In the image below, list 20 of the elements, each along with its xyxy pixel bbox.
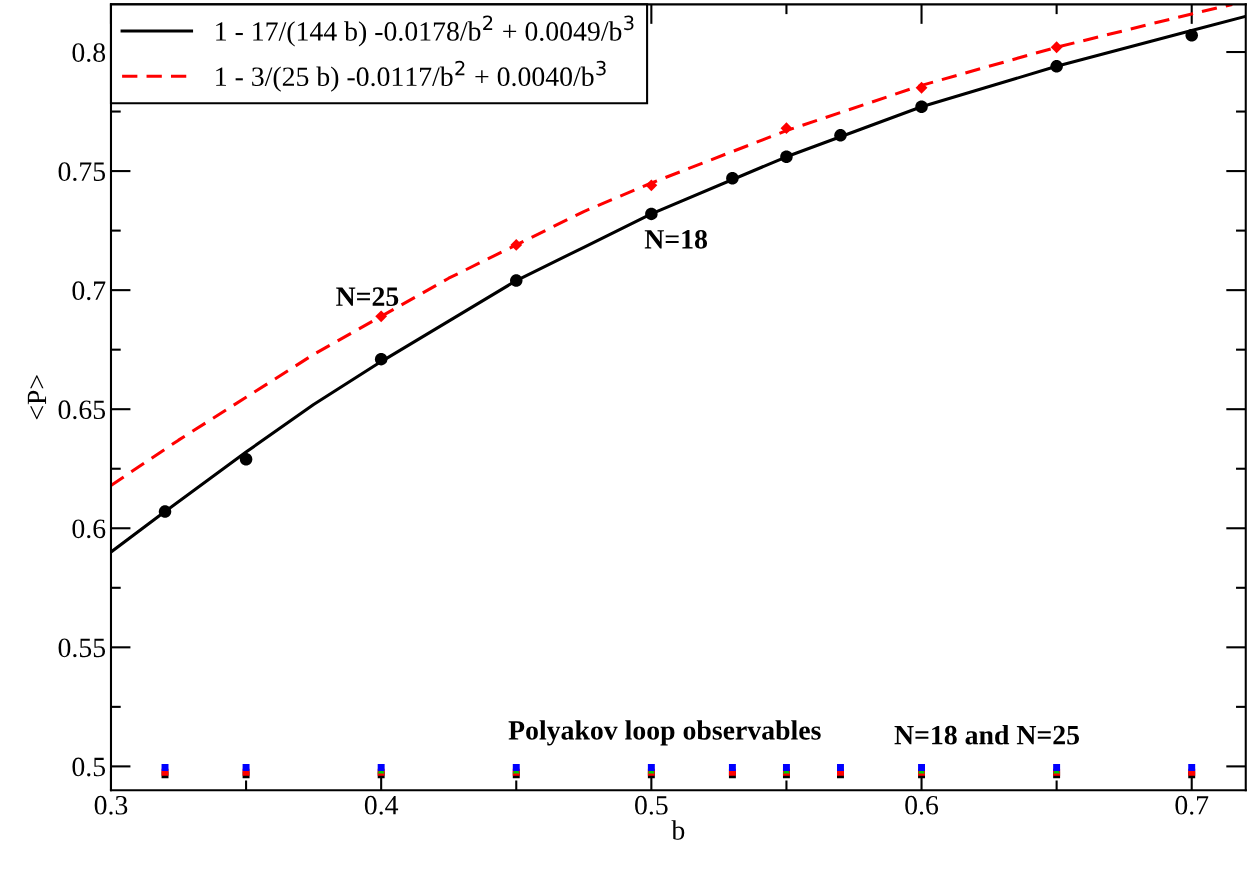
annotation: N=18 and N=25 [894, 724, 1080, 745]
y-tick-label: 0.5 [72, 757, 106, 777]
x-tick-label: 0.4 [364, 795, 399, 815]
x-tick-label: 0.3 [94, 795, 128, 815]
y-axis-title: <P> [27, 375, 47, 420]
y-tick-label: 0.65 [58, 400, 106, 420]
x-tick-label: 0.7 [1175, 795, 1209, 815]
y-tick-label: 0.75 [58, 162, 106, 182]
y-tick-label: 0.7 [72, 281, 106, 301]
annotation: Polyakov loop observables [508, 720, 821, 746]
y-tick-label: 0.55 [58, 638, 106, 658]
x-axis-title: b [671, 820, 685, 840]
y-tick-label: 0.6 [72, 519, 106, 539]
legend-label: 1 - 17/(144 b) -0.0178/b$^{2}$ + 0.0049/b$^{3}$ [216, 15, 634, 47]
annotation: N=18 [644, 229, 708, 249]
annotation: N=25 [336, 287, 399, 307]
x-tick-label: 0.5 [635, 795, 668, 815]
x-tick-label: 0.6 [905, 795, 939, 815]
y-tick-label: 0.8 [72, 43, 106, 63]
legend-label: 1 - 3/(25 b) -0.0117/b$^{2}$ + 0.0040/b$^{3}$ [216, 60, 606, 92]
